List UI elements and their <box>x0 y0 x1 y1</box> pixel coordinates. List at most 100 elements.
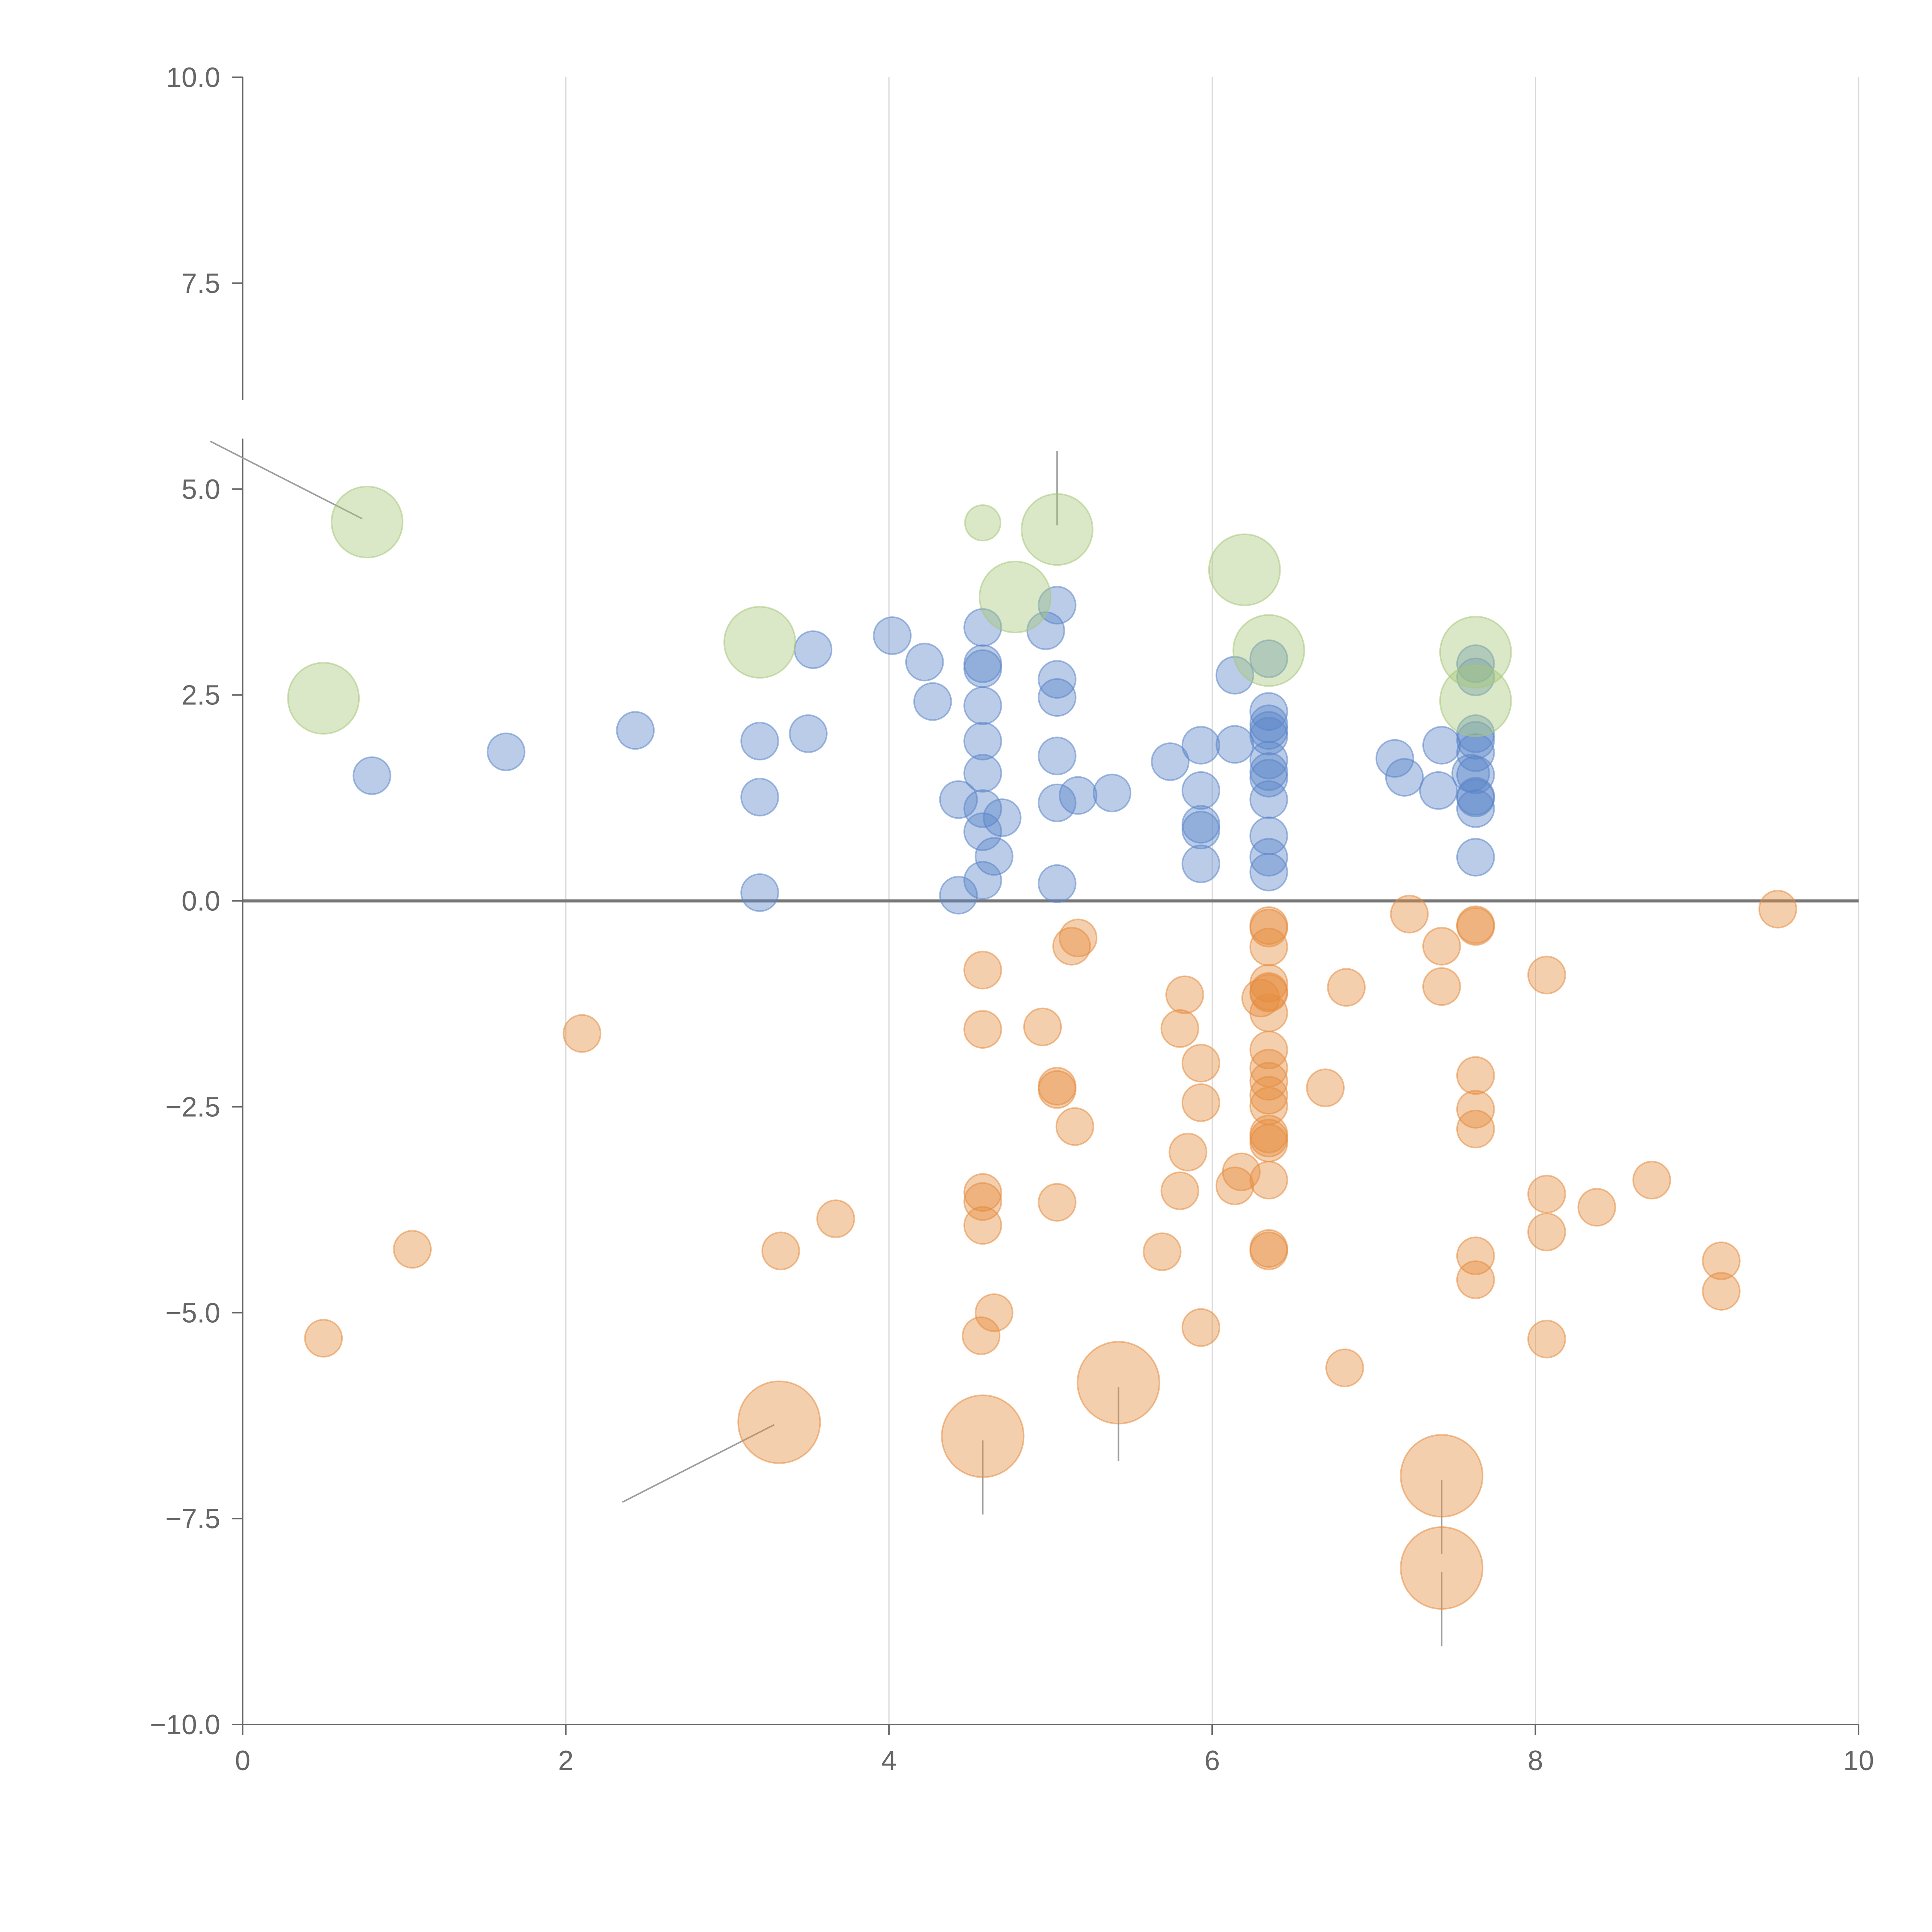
highlight-positive-point <box>723 606 796 679</box>
positive-point <box>963 754 1002 793</box>
highlight-positive-point <box>964 504 1002 542</box>
positive-point <box>1249 816 1288 855</box>
highlight-positive-point <box>331 486 404 559</box>
positive-point <box>616 711 655 750</box>
positive-point <box>963 686 1002 725</box>
negative-point <box>1249 993 1288 1032</box>
y-tick-label: 7.5 <box>182 268 220 299</box>
positive-point <box>1456 644 1495 683</box>
positive-point <box>939 876 978 915</box>
negative-point <box>1181 1083 1220 1122</box>
positive-point <box>963 608 1002 647</box>
positive-point <box>975 837 1014 876</box>
highlight-positive-point <box>287 662 360 735</box>
highlight-negative-point <box>1077 1341 1160 1425</box>
y-tick-label: 10.0 <box>166 62 220 93</box>
positive-point <box>1037 783 1077 822</box>
negative-point <box>1055 1107 1094 1146</box>
highlight-positive-point <box>1020 493 1094 566</box>
negative-point <box>1327 968 1366 1007</box>
positive-point <box>963 649 1002 688</box>
negative-point <box>1456 1236 1495 1276</box>
positive-point <box>1092 774 1131 813</box>
positive-point <box>873 616 912 655</box>
negative-point <box>1249 1124 1288 1163</box>
negative-point <box>975 1293 1014 1332</box>
negative-point <box>1527 1175 1566 1214</box>
negative-point <box>962 1316 1001 1355</box>
positive-point <box>1181 805 1220 844</box>
positive-point <box>1215 725 1254 764</box>
negative-point <box>1249 1076 1288 1115</box>
highlight-negative-point <box>941 1394 1025 1478</box>
positive-point <box>963 789 1002 828</box>
positive-point <box>1181 811 1220 850</box>
positive-point <box>1249 759 1288 798</box>
highlight-positive-point <box>1208 533 1281 606</box>
x-tick-label: 4 <box>881 1745 897 1776</box>
y-tick-label: 5.0 <box>182 474 220 505</box>
negative-point <box>1037 1070 1077 1109</box>
label-leader-line <box>210 440 363 520</box>
positive-point <box>740 721 779 760</box>
highlight-positive-point <box>1232 614 1305 687</box>
negative-point <box>1168 1133 1208 1172</box>
negative-point <box>1037 1183 1077 1222</box>
positive-point <box>983 798 1022 837</box>
positive-point <box>1249 717 1288 756</box>
positive-point <box>1385 758 1424 797</box>
negative-point <box>1249 964 1288 1003</box>
x-tick-label: 10 <box>1843 1745 1874 1776</box>
positive-point <box>1456 733 1495 772</box>
negative-point <box>1249 1049 1288 1088</box>
highlight-positive-point <box>1439 664 1512 737</box>
positive-point <box>352 756 391 795</box>
positive-point <box>794 630 833 669</box>
negative-point <box>1181 1044 1220 1083</box>
positive-point <box>740 777 779 816</box>
y-tick-label: −7.5 <box>165 1503 220 1534</box>
data-points <box>287 486 1797 1610</box>
positive-point <box>740 873 779 912</box>
highlight-negative-point <box>1400 1434 1484 1518</box>
negative-point <box>1758 889 1797 929</box>
negative-point <box>1456 1260 1495 1299</box>
y-tick-label: 2.5 <box>182 680 220 711</box>
positive-point <box>1422 726 1461 765</box>
positive-point <box>1456 721 1495 760</box>
highlight-positive-point <box>978 560 1051 633</box>
positive-point <box>939 780 978 819</box>
negative-point <box>1325 1349 1364 1388</box>
negative-point <box>393 1230 432 1269</box>
positive-point <box>1151 742 1190 781</box>
negative-point <box>1456 1090 1495 1129</box>
positive-point <box>913 682 952 721</box>
x-tick-label: 0 <box>235 1745 250 1776</box>
negative-point <box>1456 1109 1495 1148</box>
positive-point <box>1456 755 1495 794</box>
negative-point <box>1052 927 1091 966</box>
positive-point <box>1419 771 1458 810</box>
y-tick-label: 0.0 <box>182 886 220 917</box>
positive-point <box>1181 726 1220 765</box>
negative-point <box>304 1319 343 1358</box>
positive-point <box>1456 789 1495 828</box>
positive-point <box>1249 780 1288 819</box>
positive-point <box>905 643 944 682</box>
positive-point <box>1215 656 1254 695</box>
negative-point <box>1527 1213 1566 1252</box>
negative-point <box>1306 1068 1345 1107</box>
positive-point <box>789 714 828 753</box>
negative-point <box>963 1010 1002 1049</box>
negative-point <box>1165 975 1204 1014</box>
negative-point <box>1023 1007 1062 1046</box>
highlight-negative-point <box>1400 1526 1484 1610</box>
negative-point <box>1422 967 1461 1006</box>
positive-point <box>1037 736 1077 776</box>
y-tick-label: −10.0 <box>150 1709 220 1740</box>
negative-point <box>963 1182 1002 1221</box>
positive-point <box>1456 838 1495 877</box>
negative-point <box>1527 1320 1566 1359</box>
positive-point <box>1375 739 1414 778</box>
